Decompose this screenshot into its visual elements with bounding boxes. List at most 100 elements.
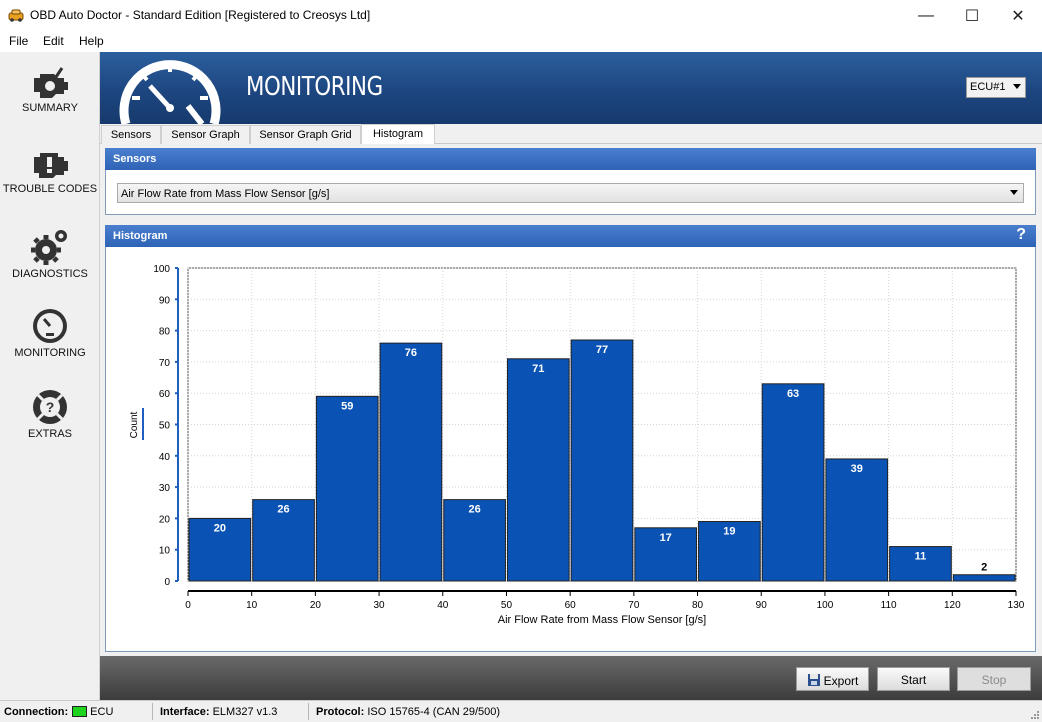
histogram-bar xyxy=(889,546,952,582)
bar-value-label: 17 xyxy=(660,532,672,544)
export-button[interactable]: Export xyxy=(796,667,869,691)
maximize-button[interactable]: ☐ xyxy=(964,7,980,25)
y-tick-label: 100 xyxy=(153,264,170,275)
histogram-bar xyxy=(570,339,634,582)
sensors-panel-header: Sensors xyxy=(105,148,1036,170)
sidebar-item-summary[interactable]: SUMMARY xyxy=(0,58,100,138)
tab-sensor-graph[interactable]: Sensor Graph xyxy=(161,125,250,144)
bar-value-label: 59 xyxy=(341,400,353,412)
bar-value-label: 76 xyxy=(405,347,417,359)
engine-icon xyxy=(34,67,68,98)
x-tick-label: 70 xyxy=(628,600,640,611)
svg-text:?: ? xyxy=(46,399,55,415)
sidebar-label: EXTRAS xyxy=(27,428,72,440)
bar-value-label: 26 xyxy=(277,504,289,516)
y-tick-label: 20 xyxy=(159,514,171,525)
x-tick-label: 80 xyxy=(692,600,704,611)
sensors-panel-title: Sensors xyxy=(113,153,157,165)
histogram-chart: 2026597626717717196339112010203040506070… xyxy=(129,264,1025,626)
y-tick-label: 60 xyxy=(159,389,171,400)
y-tick-label: 80 xyxy=(159,327,171,338)
tab-sensors[interactable]: Sensors xyxy=(101,125,161,144)
histogram-bar xyxy=(952,574,1016,582)
x-tick-label: 90 xyxy=(756,600,768,611)
speedometer-icon xyxy=(119,60,221,124)
x-tick-label: 100 xyxy=(817,600,834,611)
sidebar-label: MONITORING xyxy=(14,347,86,359)
stop-button[interactable]: Stop xyxy=(957,667,1031,691)
y-tick-label: 40 xyxy=(159,452,171,463)
bar-value-label: 63 xyxy=(787,388,799,400)
histogram-bar xyxy=(188,517,252,582)
status-bar: Connection: ECU Interface: ELM327 v1.3 Pr… xyxy=(0,700,1042,722)
histogram-bar xyxy=(315,395,379,582)
bar-value-label: 11 xyxy=(915,551,927,563)
export-label: Export xyxy=(823,674,859,688)
gears-icon xyxy=(31,230,67,265)
interface-status: Interface: ELM327 v1.3 xyxy=(160,706,278,718)
bar-value-label: 20 xyxy=(214,522,226,534)
minimize-button[interactable]: — xyxy=(918,6,934,24)
bar-value-label: 19 xyxy=(723,526,735,538)
menu-edit[interactable]: Edit xyxy=(43,34,64,48)
gauge-icon xyxy=(33,309,67,343)
app-icon xyxy=(8,9,24,22)
sidebar-label: TROUBLE CODES xyxy=(2,183,98,195)
help-icon[interactable]: ? xyxy=(1016,226,1026,243)
y-tick-label: 50 xyxy=(159,421,171,432)
start-button[interactable]: Start xyxy=(877,667,950,691)
x-tick-label: 110 xyxy=(881,600,897,611)
sidebar-item-trouble-codes[interactable]: TROUBLE CODES xyxy=(0,139,100,219)
tab-bar: Sensors Sensor Graph Sensor Graph Grid H… xyxy=(100,124,1042,144)
y-tick-label: 0 xyxy=(164,577,170,588)
bar-value-label: 39 xyxy=(851,463,863,475)
sidebar-item-monitoring[interactable]: MONITORING xyxy=(0,301,100,381)
bar-value-label: 71 xyxy=(532,363,544,375)
x-tick-label: 30 xyxy=(374,600,386,611)
sensor-select-value: Air Flow Rate from Mass Flow Sensor [g/s… xyxy=(121,188,330,200)
y-tick-label: 90 xyxy=(159,295,171,306)
y-tick-label: 10 xyxy=(159,546,171,557)
lifebuoy-question-icon: ? xyxy=(33,390,67,424)
histogram-panel-header: Histogram ? xyxy=(105,225,1036,247)
connection-led-icon xyxy=(72,706,88,717)
menu-bar: File Edit Help xyxy=(0,31,1042,52)
sidebar-item-diagnostics[interactable]: DIAGNOSTICS xyxy=(0,220,100,300)
chevron-down-icon xyxy=(1013,84,1021,89)
bar-value-label: 26 xyxy=(468,504,480,516)
histogram-bar xyxy=(252,499,315,582)
histogram-bar xyxy=(506,358,570,582)
sidebar-item-extras[interactable]: ? EXTRAS xyxy=(0,382,100,462)
resize-grip-icon[interactable] xyxy=(1030,710,1040,720)
x-tick-label: 40 xyxy=(437,600,449,611)
page-title: MONITORING xyxy=(246,72,383,102)
tab-histogram[interactable]: Histogram xyxy=(361,124,435,144)
ecu-select[interactable]: ECU#1 xyxy=(966,77,1026,98)
chevron-down-icon xyxy=(1010,190,1018,195)
menu-file[interactable]: File xyxy=(9,34,29,48)
x-axis-label: Air Flow Rate from Mass Flow Sensor [g/s… xyxy=(498,614,706,626)
close-button[interactable]: ✕ xyxy=(1011,7,1025,25)
sidebar: SUMMARY TROUBLE CODES DIAGNOSTICS MONITO… xyxy=(0,52,100,700)
ecu-select-value: ECU#1 xyxy=(970,81,1006,93)
x-tick-label: 60 xyxy=(565,600,577,611)
title-bar: OBD Auto Doctor - Standard Edition [Regi… xyxy=(0,0,1042,31)
y-tick-label: 30 xyxy=(159,483,171,494)
x-tick-label: 120 xyxy=(944,600,961,611)
x-tick-label: 50 xyxy=(501,600,513,611)
y-axis-label: Count xyxy=(129,411,140,438)
menu-help[interactable]: Help xyxy=(79,34,104,48)
connection-status: Connection: ECU xyxy=(4,706,114,718)
tab-sensor-graph-grid[interactable]: Sensor Graph Grid xyxy=(250,125,361,144)
sensor-select[interactable]: Air Flow Rate from Mass Flow Sensor [g/s… xyxy=(117,183,1024,203)
x-tick-label: 0 xyxy=(185,600,191,611)
sidebar-label: SUMMARY xyxy=(21,102,79,114)
page-header: MONITORING ECU#1 xyxy=(100,52,1042,124)
window-title: OBD Auto Doctor - Standard Edition [Regi… xyxy=(30,8,371,22)
histogram-bar xyxy=(825,458,889,582)
y-tick-label: 70 xyxy=(159,358,171,369)
protocol-status: Protocol: ISO 15765-4 (CAN 29/500) xyxy=(316,706,501,718)
engine-warning-icon xyxy=(34,153,68,178)
histogram-bar xyxy=(443,499,506,582)
x-tick-label: 20 xyxy=(310,600,322,611)
